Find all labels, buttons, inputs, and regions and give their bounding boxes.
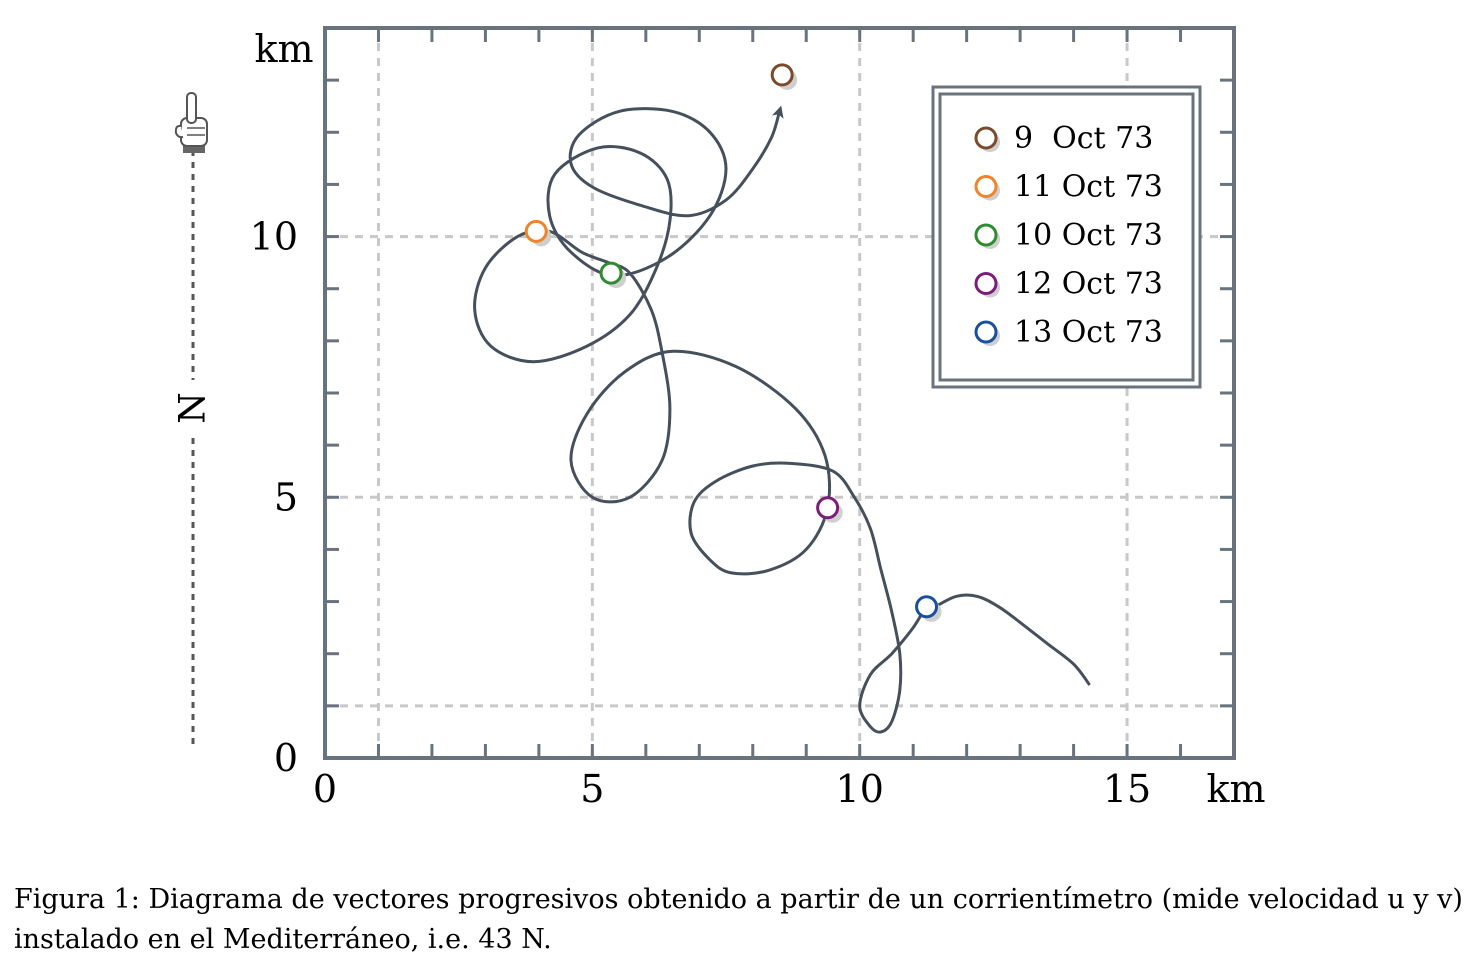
- x-axis-unit: km: [1206, 767, 1265, 811]
- date-marker: [770, 63, 794, 87]
- figure-caption: Figura 1: Diagrama de vectores progresiv…: [14, 884, 1463, 955]
- pointing-hand-icon: [174, 92, 208, 153]
- y-tick-label: 0: [274, 736, 298, 780]
- legend-marker: [974, 272, 998, 295]
- y-tick-label: 5: [274, 475, 298, 519]
- legend-label: 12 Oct 73: [1014, 267, 1163, 302]
- legend-label: 13 Oct 73: [1014, 315, 1163, 350]
- date-marker: [599, 261, 623, 285]
- date-marker: [816, 496, 840, 520]
- x-tick-label: 5: [580, 767, 604, 811]
- date-marker: [524, 219, 548, 243]
- trajectory-line: [473, 105, 1091, 734]
- legend-label: 9 Oct 73: [1014, 121, 1153, 156]
- legend-marker: [974, 126, 998, 150]
- north-label-background: [178, 380, 208, 436]
- legend-frame-inner: [938, 92, 1195, 382]
- north-label: N: [173, 392, 214, 424]
- legend-marker: [974, 223, 998, 247]
- x-tick-label: 15: [1103, 767, 1151, 811]
- date-marker: [915, 595, 939, 619]
- x-tick-label: 0: [313, 767, 337, 811]
- legend-label: 10 Oct 73: [1014, 218, 1163, 253]
- legend-marker: [974, 320, 998, 344]
- north-indicator: N: [173, 92, 214, 745]
- x-tick-label: 10: [836, 767, 884, 811]
- legend-label: 11 Oct 73: [1014, 170, 1163, 205]
- plot-frame: [323, 26, 1236, 760]
- legend-marker: [974, 175, 998, 198]
- legend: 9 Oct 73 11 Oct 73 10 Oct 73 12 Oct 73 13 Oc…: [931, 85, 1202, 389]
- y-tick-label: 10: [250, 215, 298, 259]
- y-axis-unit: km: [254, 27, 313, 71]
